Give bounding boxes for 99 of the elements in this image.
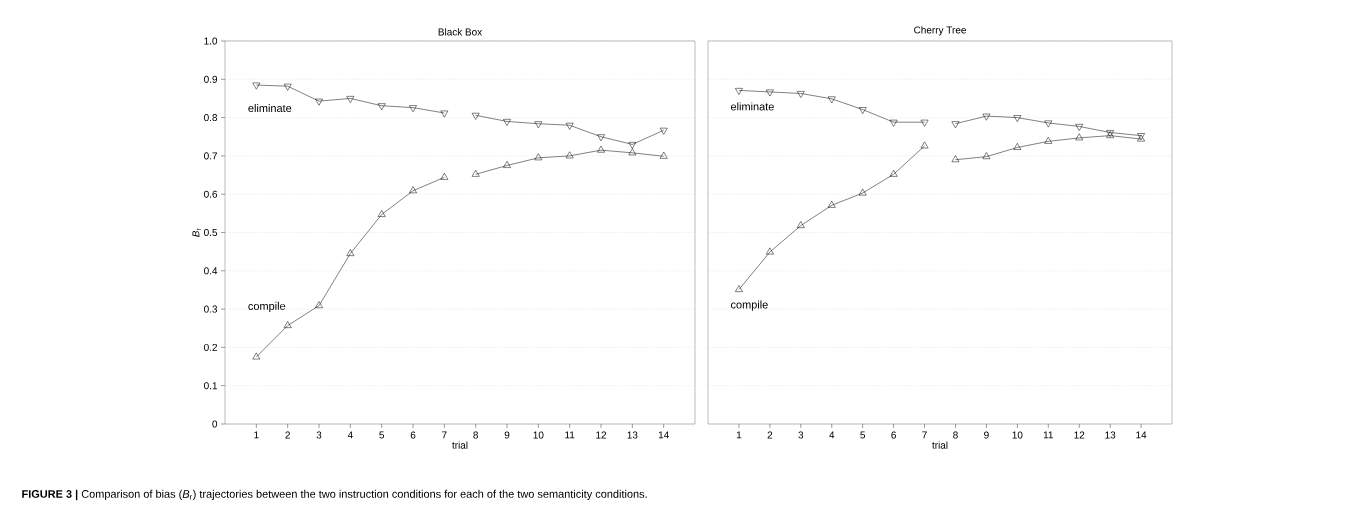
point (377, 103, 386, 111)
x-tick-label: 14 (1136, 431, 1147, 439)
y-tick-label: 0.2 (204, 343, 217, 351)
x-tick-label: 2 (767, 431, 773, 439)
x-tick-label: 1 (254, 431, 259, 439)
point (889, 169, 898, 177)
point (315, 301, 323, 308)
y-tick-label: 0.8 (204, 114, 218, 122)
point (377, 210, 386, 217)
x-tick-label: 12 (1074, 431, 1085, 439)
y-tick-label: 0.1 (204, 382, 218, 390)
point (503, 161, 511, 168)
point (252, 352, 261, 360)
x-tick-label: 9 (984, 431, 989, 439)
point (597, 134, 605, 142)
point (283, 321, 292, 328)
y-tick-label: 0 (212, 420, 218, 428)
point (471, 169, 480, 177)
y-axis-title: B$_{r}$ (192, 228, 201, 237)
x-tick-label: 8 (473, 431, 479, 439)
y-tick-label: 1.0 (204, 37, 218, 45)
point (735, 88, 743, 95)
y-tick-label: 0.5 (204, 228, 218, 237)
x-tick-label: 3 (798, 431, 804, 439)
x-tick-label: 4 (347, 431, 353, 439)
point (597, 145, 605, 153)
x-tick-label: 12 (596, 431, 607, 439)
point (889, 119, 898, 127)
point (827, 200, 836, 208)
x-tick-label: 1 (736, 431, 742, 439)
point (1013, 115, 1022, 123)
point (735, 285, 743, 292)
x-axis-title: trial (452, 441, 468, 449)
series-label: compile (730, 300, 768, 311)
point (409, 186, 417, 194)
point (766, 247, 774, 255)
point (766, 89, 774, 97)
x-axis-title: trial (932, 441, 948, 449)
text: FIGURE 3 | Comparison of bias (B$_{r}$) trajectories between the two instruction conditions for each of the two semanticity conditions. (22, 489, 647, 501)
x-tick-label: 6 (891, 431, 896, 439)
x-tick-label: 6 (410, 431, 416, 439)
point (283, 83, 292, 91)
x-tick-label: 5 (860, 431, 866, 439)
x-tick-label: 7 (442, 431, 447, 439)
point (858, 107, 867, 114)
point (920, 141, 929, 149)
x-tick-label: 13 (627, 431, 638, 439)
y-tick-label: 0.3 (204, 305, 218, 313)
series-label: eliminate (730, 102, 774, 111)
y-tick-label: 0.6 (204, 190, 218, 198)
point (565, 151, 574, 159)
point (440, 172, 449, 180)
point (534, 153, 543, 161)
point (982, 152, 991, 159)
x-tick-label: 10 (533, 431, 544, 439)
point (982, 113, 991, 121)
chart-title: Cherry Tree (914, 26, 966, 36)
point (920, 119, 929, 127)
point (409, 105, 417, 113)
x-tick-label: 7 (922, 431, 927, 439)
x-tick-label: 8 (953, 431, 958, 439)
point (534, 121, 543, 129)
y-tick-label: 0.7 (204, 152, 217, 160)
x-tick-label: 14 (658, 431, 669, 439)
point (827, 96, 836, 104)
point (796, 221, 805, 228)
point (659, 127, 668, 135)
x-tick-label: 11 (565, 431, 575, 439)
x-tick-label: 2 (285, 431, 290, 439)
point (346, 249, 355, 256)
chart-title: Black Box (438, 28, 483, 36)
x-tick-label: 4 (829, 431, 835, 439)
x-tick-label: 3 (316, 431, 322, 439)
point (1013, 143, 1022, 150)
series-label: compile (248, 301, 286, 313)
point (252, 82, 261, 90)
x-tick-label: 5 (379, 431, 385, 439)
point (1075, 133, 1084, 141)
point (315, 98, 323, 106)
point (951, 121, 960, 129)
point (951, 155, 960, 163)
point (346, 96, 355, 103)
y-tick-label: 0.4 (204, 267, 218, 275)
point (1044, 120, 1053, 128)
series-label: eliminate (248, 104, 292, 113)
x-tick-label: 11 (1043, 431, 1053, 439)
point (858, 188, 867, 196)
x-tick-label: 9 (504, 431, 510, 439)
x-tick-label: 10 (1012, 431, 1023, 439)
point (796, 91, 805, 98)
point (440, 110, 449, 118)
point (503, 119, 511, 126)
point (1075, 124, 1084, 131)
point (659, 151, 668, 159)
x-tick-label: 13 (1105, 431, 1116, 439)
y-tick-label: 0.9 (204, 75, 218, 83)
point (1044, 136, 1053, 144)
point (471, 112, 480, 120)
point (565, 122, 574, 130)
